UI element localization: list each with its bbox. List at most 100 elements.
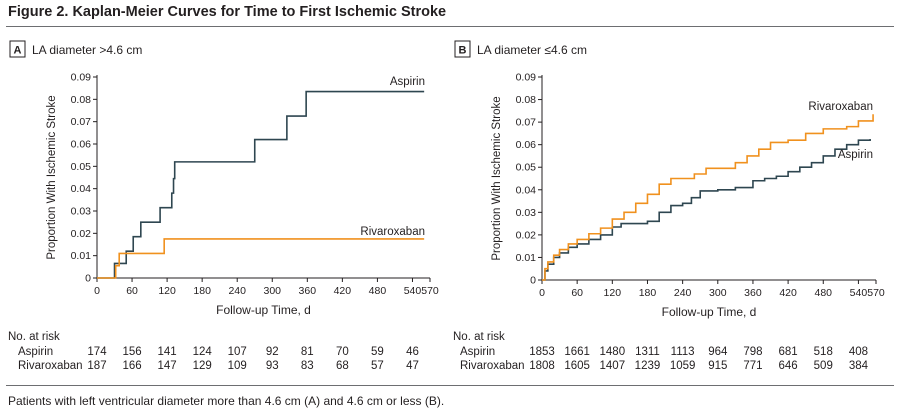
y-axis-title: Proportion With Ischemic Stroke: [491, 96, 503, 260]
y-tick-label: 0.01: [71, 250, 92, 262]
risk-value: 68: [335, 360, 349, 372]
risk-value: 92: [265, 346, 279, 358]
y-tick-label: 0.07: [516, 117, 537, 129]
risk-row-label-aspirin: Aspirin: [460, 346, 496, 358]
y-tick-label: 0.06: [71, 139, 92, 151]
risk-value: 408: [848, 346, 868, 358]
top-rule: [6, 26, 894, 27]
risk-value: 83: [300, 360, 314, 372]
risk-value: 141: [157, 346, 177, 358]
x-tick-label: 420: [779, 287, 797, 299]
risk-value: 124: [192, 346, 212, 358]
y-tick-label: 0.03: [516, 207, 537, 219]
risk-value: 646: [778, 360, 798, 372]
risk-value: 384: [848, 360, 868, 372]
bottom-rule: [6, 385, 894, 386]
panel-a-risk-table: No. at risk Aspirin Rivaroxaban 174 156 14…: [0, 331, 450, 381]
x-tick-label: 360: [744, 287, 762, 299]
panel-label-box: [9, 40, 26, 58]
x-tick-label: 570: [867, 287, 885, 299]
panel-label: B: [459, 45, 467, 57]
risk-value: 1661: [564, 346, 590, 358]
x-tick-label: 120: [158, 285, 176, 297]
risk-value: 187: [87, 360, 107, 372]
risk-value: 681: [778, 346, 798, 358]
figure-footnote: Patients with left ventricular diameter …: [8, 394, 445, 408]
risk-row-label-rivaroxaban: Rivaroxaban: [18, 360, 83, 372]
risk-value: 93: [265, 360, 279, 372]
risk-value: 915: [708, 360, 728, 372]
y-tick-label: 0.05: [516, 162, 537, 174]
km-curve-rivaroxaban: [542, 114, 874, 281]
y-tick-label: 0.02: [516, 229, 537, 241]
panel-title: LA diameter >4.6 cm: [32, 43, 142, 57]
risk-value: 798: [743, 346, 763, 358]
risk-value: 518: [813, 346, 833, 358]
x-tick-label: 60: [571, 287, 583, 299]
risk-value: 509: [813, 360, 833, 372]
risk-value: 1311: [635, 346, 660, 358]
x-tick-label: 570: [421, 285, 439, 297]
panel-b-chart: B LA diameter ≤4.6 cm 0 0.01 0.02 0.03 0.04 0.0…: [454, 40, 885, 319]
series-label-aspirin: Aspirin: [838, 149, 873, 161]
risk-value: 81: [300, 346, 314, 358]
risk-row-label-aspirin: Aspirin: [18, 346, 54, 358]
km-curve-aspirin: [542, 139, 871, 281]
km-curve-rivaroxaban: [97, 238, 425, 279]
x-tick-label: 540: [404, 285, 422, 297]
risk-value: 107: [227, 346, 247, 358]
series-label-rivaroxaban: Rivaroxaban: [808, 101, 873, 113]
x-tick-label: 60: [126, 285, 138, 297]
risk-value: 166: [122, 360, 142, 372]
y-tick-label: 0.02: [71, 228, 92, 240]
x-axis-title: Follow-up Time, d: [662, 305, 757, 319]
risk-value: 47: [406, 360, 419, 372]
x-tick-label: 480: [814, 287, 832, 299]
risk-value: 771: [743, 360, 763, 372]
x-tick-label: 420: [334, 285, 352, 297]
risk-value: 1853: [529, 346, 555, 358]
figure-title: Figure 2. Kaplan-Meier Curves for Time t…: [8, 4, 447, 20]
y-tick-label: 0: [85, 273, 91, 285]
y-tick-label: 0.08: [71, 94, 92, 106]
y-tick-label: 0.07: [71, 116, 92, 128]
risk-value: 1407: [599, 360, 626, 372]
risk-heading: No. at risk: [453, 331, 505, 343]
y-tick-label: 0.08: [516, 94, 537, 106]
risk-value: 70: [335, 346, 349, 358]
risk-value: 46: [406, 346, 419, 358]
risk-value: 57: [371, 360, 384, 372]
x-tick-label: 240: [674, 287, 692, 299]
risk-value: 109: [227, 360, 247, 372]
x-tick-label: 120: [604, 287, 622, 299]
risk-value: 1480: [599, 346, 626, 358]
y-tick-label: 0.06: [516, 139, 537, 151]
panel-label-box: [454, 40, 471, 58]
panel-a-chart: A LA diameter >4.6 cm 0 0.01 0.02 0.03 0.04 0.0…: [9, 40, 439, 317]
risk-value: 1808: [529, 360, 555, 372]
y-tick-label: 0.09: [71, 72, 92, 84]
x-tick-label: 240: [228, 285, 246, 297]
y-tick-label: 0.05: [71, 161, 92, 173]
km-curve-aspirin: [97, 90, 425, 279]
risk-value: 147: [157, 360, 177, 372]
y-tick-label: 0.09: [516, 72, 537, 84]
series-label-rivaroxaban: Rivaroxaban: [360, 226, 425, 238]
y-tick-label: 0.03: [71, 206, 92, 218]
x-tick-label: 0: [94, 285, 100, 297]
y-tick-label: 0.04: [71, 183, 92, 195]
panel-title: LA diameter ≤4.6 cm: [477, 43, 587, 57]
x-tick-label: 540: [850, 287, 868, 299]
risk-value: 1113: [670, 346, 695, 358]
x-tick-label: 300: [709, 287, 727, 299]
y-tick-label: 0: [530, 275, 536, 287]
risk-value: 1059: [669, 360, 696, 372]
x-tick-label: 300: [263, 285, 281, 297]
x-axis-title: Follow-up Time, d: [216, 303, 311, 317]
risk-row-label-rivaroxaban: Rivaroxaban: [460, 360, 525, 372]
y-axis-title: Proportion With Ischemic Stroke: [46, 95, 58, 259]
x-tick-label: 180: [193, 285, 211, 297]
x-tick-label: 180: [639, 287, 657, 299]
panel-b-risk-table: No. at risk Aspirin Rivaroxaban 1853 1661…: [445, 331, 900, 381]
y-tick-label: 0.04: [516, 184, 537, 196]
